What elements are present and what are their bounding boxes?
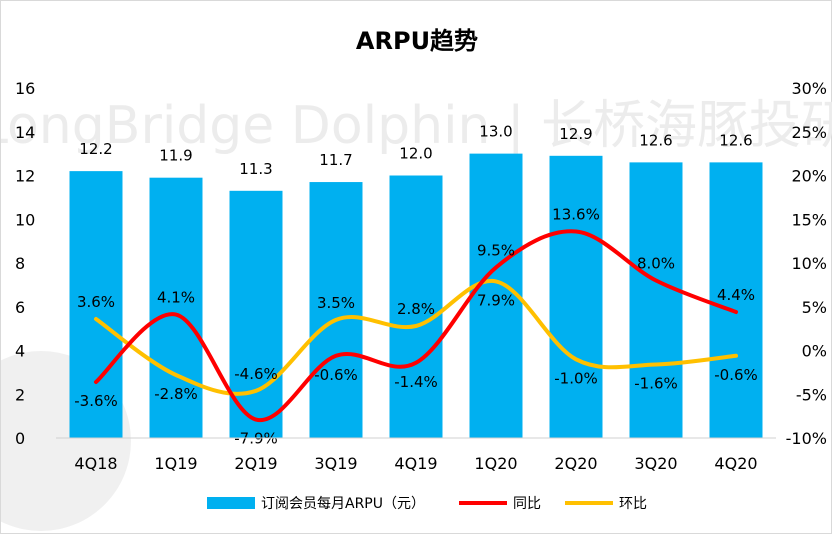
line-label-yoy-4Q19: -1.4% (394, 373, 438, 391)
x-tick-4Q20: 4Q20 (714, 454, 757, 473)
y-right-tick: 10% (791, 254, 827, 273)
bar-4Q20 (709, 162, 763, 438)
line-label-qoq-2Q20: -1.0% (554, 369, 598, 387)
y-axis-right: -10% -5% 0% 5% 10% 15% 20% 25% 30% (786, 79, 827, 448)
y-left-tick: 6 (15, 298, 25, 317)
bar-4Q18 (69, 171, 123, 438)
legend-item-qoq: 环比 (565, 496, 647, 512)
y-left-tick: 0 (15, 429, 25, 448)
x-tick-1Q20: 1Q20 (474, 454, 517, 473)
y-right-tick: -10% (786, 429, 827, 448)
x-tick-2Q20: 2Q20 (554, 454, 597, 473)
y-left-tick: 14 (15, 123, 35, 142)
bar-label-2Q19: 11.3 (239, 160, 272, 178)
y-right-tick: -5% (796, 385, 827, 404)
watermark-text: LongBridge Dolphin | 长桥海豚投研 (1, 96, 832, 156)
line-label-yoy-2Q19: -7.9% (234, 430, 278, 448)
line-label-yoy-4Q20: 4.4% (717, 286, 755, 304)
bar-label-4Q19: 12.0 (399, 145, 432, 163)
bar-3Q20 (629, 162, 683, 438)
line-label-yoy-3Q20: 8.0% (637, 255, 675, 273)
legend-label-bars: 订阅会员每月ARPU（元） (261, 496, 425, 512)
y-left-tick: 8 (15, 254, 25, 273)
line-label-qoq-3Q19: 3.5% (317, 294, 355, 312)
y-right-tick: 0% (802, 342, 827, 361)
y-axis-left: 0 2 4 6 8 10 12 14 16 (15, 79, 35, 448)
y-right-tick: 30% (791, 79, 827, 98)
bar-labels: 12.2 11.9 11.3 11.7 12.0 13.0 12.9 12.6 12.6 (79, 123, 752, 178)
legend-item-bars: 订阅会员每月ARPU（元） (207, 496, 425, 512)
line-label-qoq-4Q20: -0.6% (714, 366, 758, 384)
legend-label-qoq: 环比 (619, 496, 647, 512)
y-right-tick: 25% (791, 123, 827, 142)
legend: 订阅会员每月ARPU（元） 同比 环比 (207, 496, 647, 512)
bar-4Q19 (389, 175, 443, 438)
x-axis: 4Q18 1Q19 2Q19 3Q19 4Q19 1Q20 2Q20 3Q20 4Q20 (74, 454, 757, 473)
bar-label-3Q19: 11.7 (319, 151, 352, 169)
legend-label-yoy: 同比 (513, 496, 541, 512)
y-left-tick: 12 (15, 167, 35, 186)
legend-swatch-bars (207, 497, 255, 509)
line-labels: -3.6% 4.1% -7.9% -0.6% -1.4% 9.5% 13.6% 8.0% 4.4… (74, 206, 758, 448)
line-label-qoq-3Q20: -1.6% (634, 375, 678, 393)
bar-label-4Q20: 12.6 (719, 131, 752, 149)
x-tick-4Q19: 4Q19 (394, 454, 437, 473)
bar-1Q19 (149, 177, 203, 438)
line-label-qoq-2Q19: -4.6% (234, 365, 278, 383)
line-label-qoq-4Q18: 3.6% (77, 293, 115, 311)
bar-1Q20 (469, 153, 523, 438)
line-label-yoy-4Q18: -3.6% (74, 392, 118, 410)
line-qoq (94, 279, 738, 396)
line-label-yoy-1Q20: 9.5% (477, 241, 515, 259)
legend-item-yoy: 同比 (459, 496, 541, 512)
bar-label-1Q20: 13.0 (479, 123, 512, 141)
x-tick-4Q18: 4Q18 (74, 454, 117, 473)
y-right-tick: 20% (791, 167, 827, 186)
y-left-tick: 4 (15, 342, 25, 361)
line-label-yoy-1Q19: 4.1% (157, 289, 195, 307)
bar-series (69, 153, 763, 438)
bar-label-1Q19: 11.9 (159, 147, 192, 165)
bar-3Q19 (309, 182, 363, 438)
line-label-qoq-4Q19: 2.8% (397, 300, 435, 318)
y-left-tick: 10 (15, 210, 35, 229)
x-tick-2Q19: 2Q19 (234, 454, 277, 473)
x-tick-3Q19: 3Q19 (314, 454, 357, 473)
line-label-yoy-2Q20: 13.6% (552, 206, 600, 224)
y-left-tick: 2 (15, 385, 25, 404)
y-right-tick: 15% (791, 210, 827, 229)
line-label-qoq-1Q20: 7.9% (477, 291, 515, 309)
bar-label-2Q20: 12.9 (559, 125, 592, 143)
y-left-tick: 16 (15, 79, 35, 98)
line-label-yoy-3Q19: -0.6% (314, 366, 358, 384)
line-yoy (94, 229, 738, 422)
line-label-qoq-1Q19: -2.8% (154, 385, 198, 403)
chart-title: ARPU趋势 (356, 27, 478, 55)
bar-label-4Q18: 12.2 (79, 140, 112, 158)
bar-2Q20 (549, 155, 603, 438)
y-right-tick: 5% (802, 298, 827, 317)
x-tick-1Q19: 1Q19 (154, 454, 197, 473)
bar-2Q19 (229, 190, 283, 438)
bar-label-3Q20: 12.6 (639, 131, 672, 149)
x-tick-3Q20: 3Q20 (634, 454, 677, 473)
line-series (94, 229, 738, 422)
